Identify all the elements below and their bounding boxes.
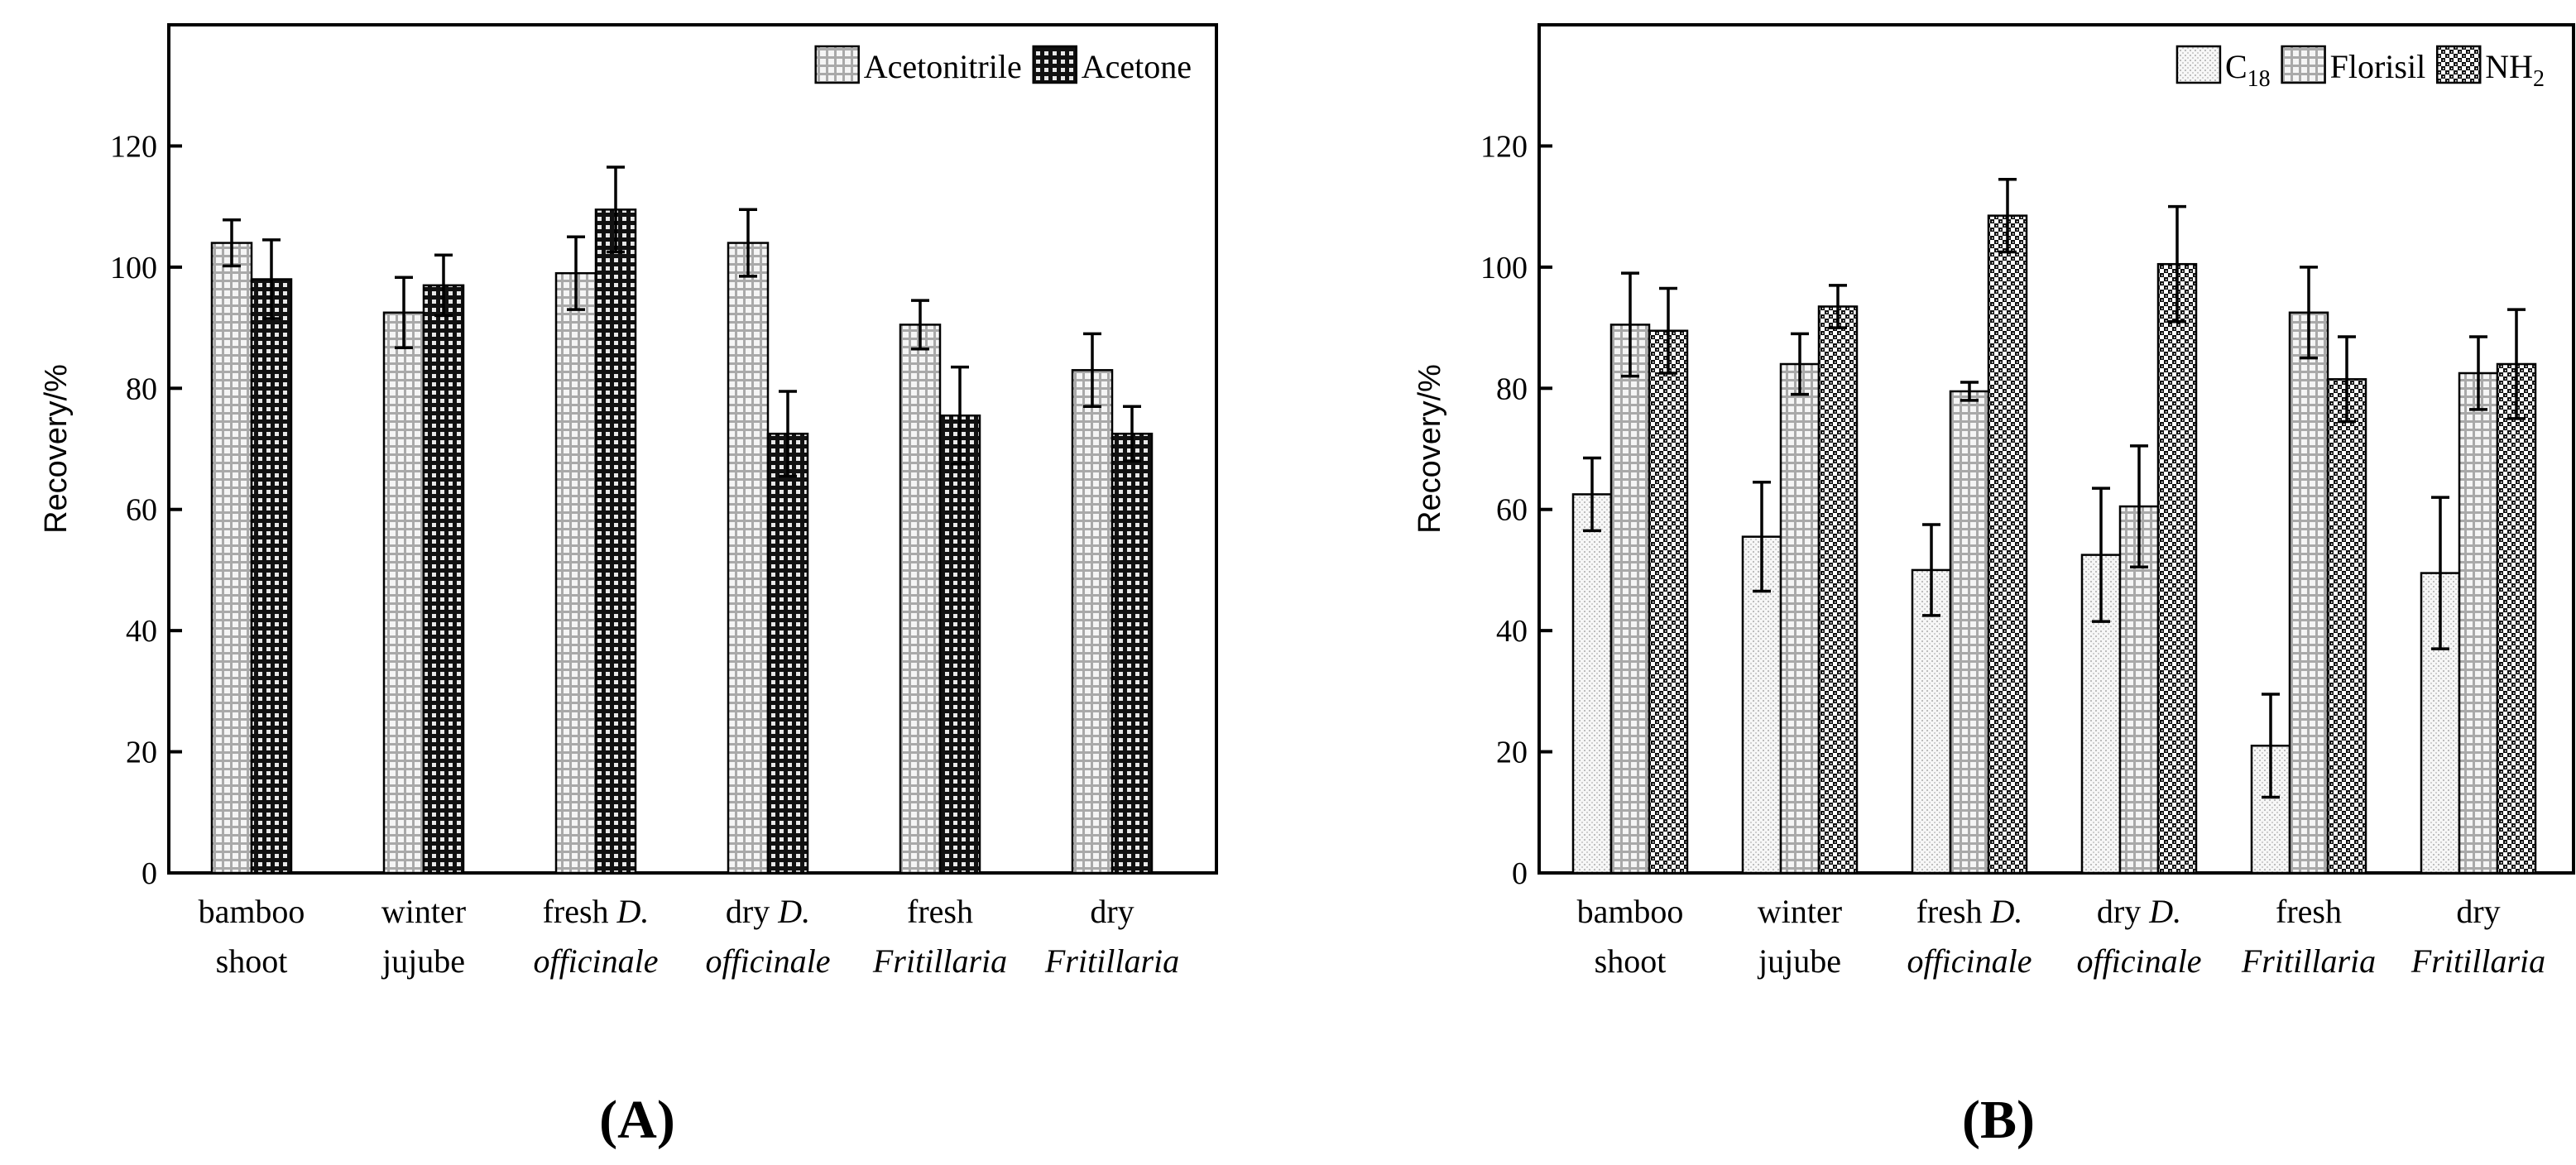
panel-a-bar-acetonitrile-4 (899, 324, 942, 875)
panel-b-legend-label-florisil: Florisil (2330, 48, 2426, 85)
panel-a-category-label-4-line-1: Fritillaria (872, 942, 1007, 980)
panel-a-legend-label-acetone: Acetone (1082, 48, 1192, 85)
panel-b-bar-nh2-5 (2496, 362, 2537, 875)
panel-b-bar-nh2-3 (2156, 262, 2198, 875)
panel-b-ytick-label-80: 80 (1496, 372, 1528, 406)
panel-b-bar-nh2-1 (1817, 305, 1859, 875)
panel-a-category-label-4-line-0: fresh (907, 893, 973, 930)
panel-a-ytick-label-40: 40 (126, 614, 157, 649)
panel-a-legend-swatch-acetone (1032, 45, 1077, 84)
panel-a-bar-acetone-2 (594, 209, 637, 875)
panel-b-ytick-label-40: 40 (1496, 614, 1528, 649)
panel-b-bar-florisil-0 (1609, 324, 1651, 875)
panel-b-bar-florisil-2 (1949, 390, 1990, 875)
panel-b-category-label-3-line-0: dry D. (2097, 893, 2181, 930)
panel-b-category-label-4-line-0: fresh (2276, 893, 2342, 930)
panel-b-category-label-5-line-1: Fritillaria (2411, 942, 2545, 980)
panel-b-bar-florisil-5 (2458, 372, 2499, 875)
panel-a-bar-acetone-0 (250, 278, 293, 875)
panel-b-bar-c18-2 (1911, 568, 1952, 875)
panel-b-plot-frame (1537, 23, 2575, 875)
panel-a-category-label-5-line-1: Fritillaria (1044, 942, 1179, 980)
panel-b-category-label-2-line-1: officinale (1907, 942, 2032, 980)
panel-label-a: (A) (599, 1090, 675, 1150)
panel-a-category-label-2-line-1: officinale (533, 942, 658, 980)
panel-b-category-label-1-line-1: jujube (1757, 942, 1841, 980)
panel-a-bar-acetone-3 (766, 432, 809, 875)
panel-a-category-label-2-line-0: fresh D. (543, 893, 650, 930)
panel-b-legend-swatch-florisil (2281, 45, 2326, 84)
panel-b-category-label-0-line-0: bamboo (1577, 893, 1684, 930)
panel-b-ytick-label-20: 20 (1496, 736, 1528, 770)
panel-a-ytick-label-20: 20 (126, 736, 157, 770)
panel-b-bar-nh2-0 (1648, 329, 1689, 875)
panel-a-bar-acetonitrile-3 (727, 242, 770, 875)
panel-a-ytick-label-60: 60 (126, 493, 157, 528)
panel-b-legend-swatch-c18 (2175, 45, 2222, 84)
panel-b-bar-c18-0 (1571, 493, 1613, 875)
panel-b-category-label-4-line-1: Fritillaria (2241, 942, 2376, 980)
panel-a-bar-acetone-1 (422, 284, 465, 875)
panel-a-ytick-label-80: 80 (126, 372, 157, 406)
panel-b-category-label-3-line-1: officinale (2076, 942, 2201, 980)
panel-b-bar-nh2-4 (2326, 378, 2367, 875)
panel-a-category-label-3-line-1: officinale (705, 942, 830, 980)
panel-b-ytick-label-100: 100 (1480, 251, 1528, 285)
panel-b-ytick-label-0: 0 (1512, 856, 1528, 891)
panel-b-ytick-label-120: 120 (1480, 129, 1528, 164)
panel-b-legend-swatch-nh2 (2435, 45, 2482, 84)
panel-a-bar-acetonitrile-0 (210, 242, 253, 875)
panel-a-ytick-label-120: 120 (110, 129, 157, 164)
panel-a-category-label-1-line-1: jujube (381, 942, 465, 980)
panel-b-category-label-5-line-0: dry (2456, 893, 2500, 930)
panel-label-b: (B) (1962, 1090, 2035, 1150)
panel-b-bar-c18-1 (1741, 535, 1782, 875)
panel-a-bar-acetonitrile-5 (1071, 369, 1114, 875)
panel-b-legend-label-c18: C18 (2225, 48, 2271, 92)
panel-b-category-label-1-line-0: winter (1758, 893, 1842, 930)
panel-b-ytick-label-60: 60 (1496, 493, 1528, 528)
panel-a-bar-acetonitrile-2 (554, 271, 597, 875)
panel-a-bar-acetonitrile-1 (382, 311, 425, 875)
panel-a-legend-label-acetonitrile: Acetonitrile (864, 48, 1022, 85)
panel-b-category-label-2-line-0: fresh D. (1916, 893, 2023, 930)
panel-a-ytick-label-100: 100 (110, 251, 157, 285)
panel-a-bar-acetone-5 (1111, 432, 1154, 875)
chart-panel-b: 0 20 40 60 80 100 120 Recovery/% bamboo shoot wint… (1413, 23, 2575, 980)
panel-a-plot-frame (167, 23, 1218, 875)
panel-a-category-label-0-line-1: shoot (216, 942, 288, 980)
panel-a-category-label-0-line-0: bamboo (199, 893, 305, 930)
panel-b-category-label-0-line-1: shoot (1595, 942, 1667, 980)
panel-a-category-label-3-line-0: dry D. (726, 893, 810, 930)
panel-b-bar-florisil-1 (1779, 362, 1820, 875)
panel-a-y-axis-label: Recovery/% (39, 364, 74, 534)
panel-a-category-label-1-line-0: winter (381, 893, 466, 930)
panel-b-legend-label-nh2: NH2 (2485, 48, 2545, 92)
panel-a-bar-acetone-4 (938, 414, 981, 875)
panel-a-ytick-label-0: 0 (142, 856, 157, 891)
panel-a-category-label-5-line-0: dry (1090, 893, 1134, 930)
panel-b-bar-florisil-4 (2288, 311, 2329, 875)
chart-panel-a: 0 20 40 60 80 100 120 Recovery/% bamboo shoot wint… (39, 23, 1218, 980)
panel-b-bar-nh2-2 (1987, 214, 2028, 875)
panel-a-legend-swatch-acetonitrile (814, 45, 860, 84)
panel-b-y-axis-label: Recovery/% (1413, 364, 1447, 534)
